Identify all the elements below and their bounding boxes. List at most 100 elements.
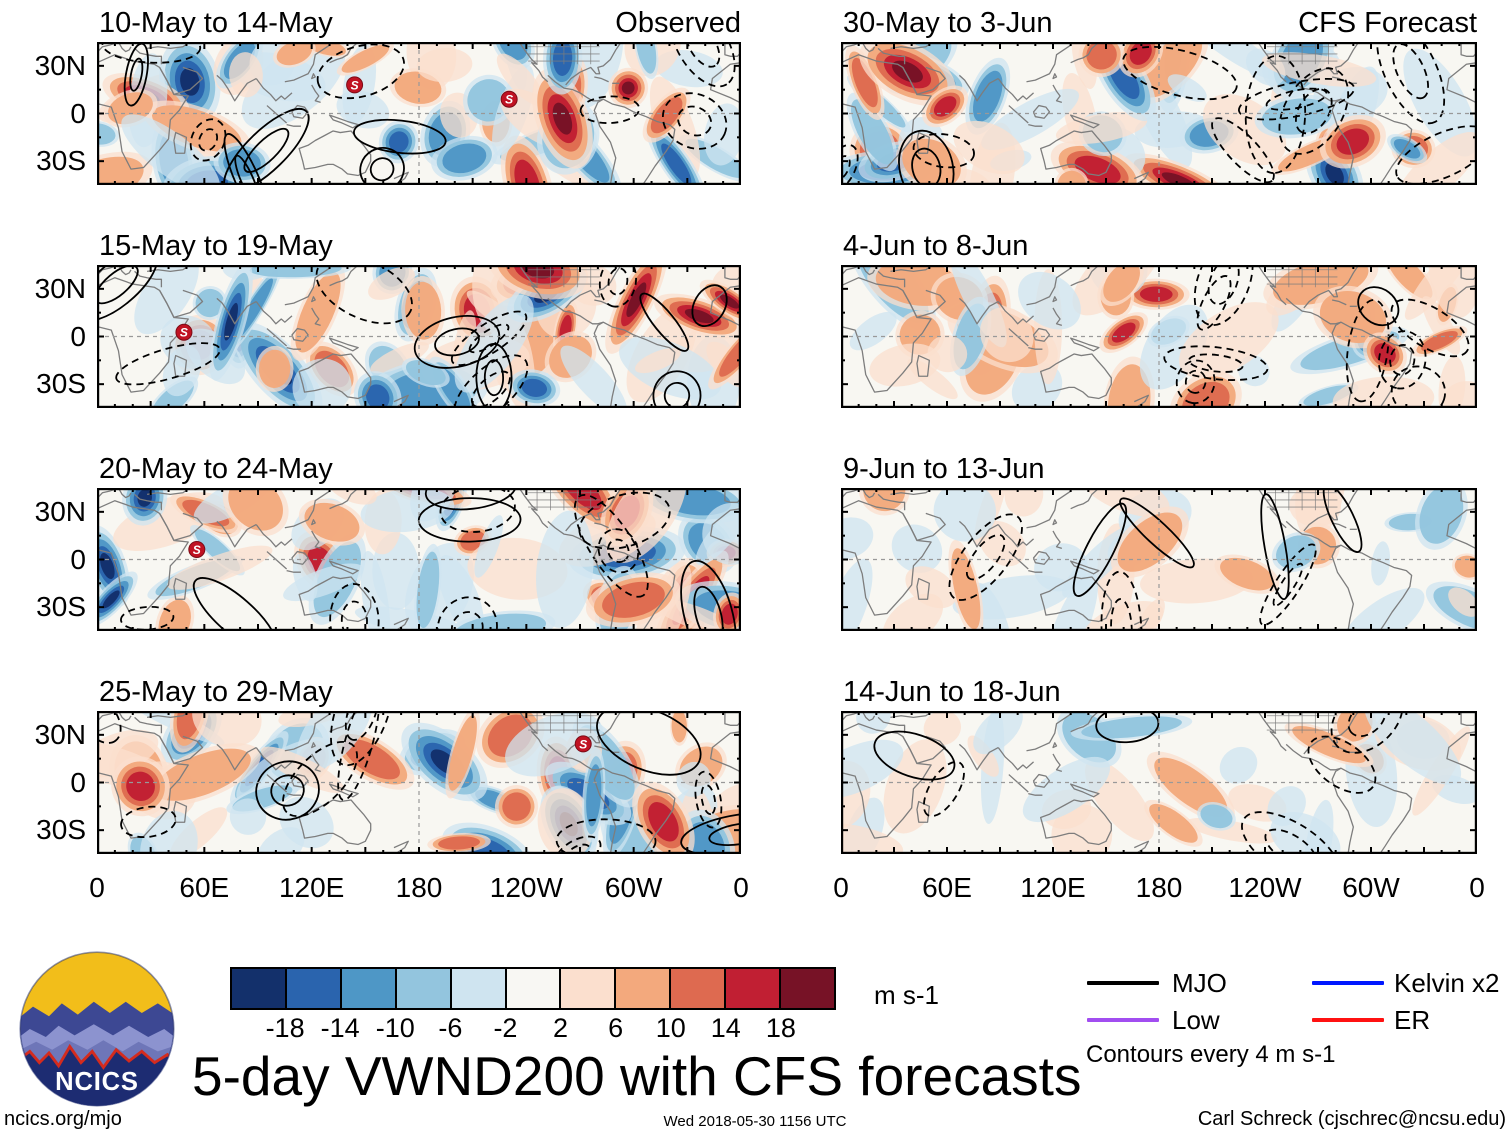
- colorbar-tick-label: 2: [553, 1013, 569, 1043]
- colorbar-tick-label: 6: [608, 1013, 624, 1043]
- colorbar-cell: [781, 969, 834, 1008]
- map-panel-p6: [841, 265, 1477, 408]
- cyclone-marker: S: [188, 540, 206, 558]
- panel-title: 25-May to 29-May: [99, 676, 333, 708]
- cyclone-marker: S: [500, 90, 518, 108]
- panel-title: 15-May to 19-May: [99, 230, 333, 262]
- y-tick-label: 30S: [36, 368, 86, 400]
- legend-label: Kelvin x2: [1394, 968, 1500, 998]
- reference-gridlines: [841, 488, 1477, 631]
- panel-title: 9-Jun to 13-Jun: [843, 453, 1045, 485]
- colorbar-cell: [726, 969, 782, 1008]
- logo-rim: [19, 951, 175, 1107]
- map-panel-p2: S: [97, 265, 741, 408]
- y-tick-label: 30S: [36, 145, 86, 177]
- x-tick-label: 120E: [278, 872, 345, 903]
- x-tick-label: 0: [733, 872, 749, 903]
- wave-contours: [120, 488, 737, 631]
- y-tick-label: 30N: [34, 49, 86, 81]
- legend-label: MJO: [1172, 968, 1227, 998]
- colorbar-tick-label: -2: [493, 1013, 518, 1043]
- contour-interval-note: Contours every 4 m s-1: [1086, 1041, 1336, 1068]
- y-tick-label: 30S: [36, 814, 86, 846]
- map-panel-p4: S: [97, 711, 741, 854]
- y-tick-label: 0: [70, 97, 86, 129]
- logo-foreground: [20, 1046, 174, 1106]
- column-label-observed: Observed: [615, 7, 741, 39]
- ncics-logo: NCICS: [17, 949, 177, 1109]
- map-frame: [841, 488, 1477, 631]
- ncics-logo-graphic: NCICS: [19, 951, 175, 1107]
- reference-gridlines: [841, 265, 1477, 408]
- reference-gridlines: [97, 42, 741, 185]
- legend-line-er: [1312, 1018, 1384, 1022]
- cyclone-marker: S: [574, 735, 592, 753]
- colorbar-cell: [616, 969, 672, 1008]
- coastlines: [97, 42, 741, 185]
- x-tick-label: 0: [833, 872, 849, 903]
- x-tick-label: 60W: [604, 872, 663, 903]
- x-tick-label: 0: [89, 872, 105, 903]
- legend-label: ER: [1394, 1005, 1431, 1035]
- x-tick-label: 120E: [1020, 872, 1086, 903]
- anomaly-shading: [841, 42, 1477, 185]
- logo-text: NCICS: [55, 1068, 139, 1096]
- panel-title: 4-Jun to 8-Jun: [843, 230, 1029, 262]
- x-tick-label: 120W: [1228, 872, 1302, 903]
- footer-author: Carl Schreck (cjschrec@ncsu.edu): [1197, 1108, 1506, 1130]
- colorbar-cell: [451, 969, 507, 1008]
- colorbar-cell: [506, 969, 562, 1008]
- map-frame: [841, 711, 1477, 854]
- colorbar-tick-label: 14: [710, 1013, 741, 1043]
- colorbar: [230, 967, 836, 1010]
- colorbar-tick-label: 10: [655, 1013, 686, 1043]
- map-panel-p5: [841, 42, 1477, 185]
- anomaly-shading: [841, 711, 1477, 854]
- colorbar-units-label: m s-1: [874, 980, 939, 1010]
- x-tick-label: 60W: [1342, 872, 1400, 903]
- y-tick-label: 30N: [34, 718, 86, 750]
- figure-title: 5-day VWND200 with CFS forecasts: [192, 1045, 1082, 1107]
- y-tick-label: 0: [70, 320, 86, 352]
- map-frame: [97, 42, 741, 185]
- svg-text:S: S: [579, 737, 587, 751]
- reference-gridlines: [841, 711, 1477, 854]
- map-frame: [97, 265, 741, 408]
- y-tick-label: 0: [70, 766, 86, 798]
- cyclone-marker: S: [175, 323, 193, 341]
- coastlines: [841, 265, 1477, 408]
- footer-timestamp: Wed 2018-05-30 1156 UTC: [663, 1113, 847, 1130]
- x-tick-label: 60E: [179, 872, 230, 903]
- colorbar-tick-label: -14: [320, 1013, 360, 1043]
- y-tick-label: 30N: [34, 495, 86, 527]
- colorbar-cell: [396, 969, 452, 1008]
- reference-gridlines: [841, 42, 1477, 185]
- colorbar-cell: [671, 969, 727, 1008]
- map-panel-p7: [841, 488, 1477, 631]
- colorbar-tick-label: 18: [765, 1013, 796, 1043]
- x-tick-label: 0: [1469, 872, 1485, 903]
- coastlines: [841, 488, 1477, 631]
- legend-line-low: [1087, 1018, 1159, 1022]
- reference-gridlines: [97, 265, 741, 408]
- wave-contours: [873, 711, 1404, 854]
- legend-line-kelvin-x2: [1312, 981, 1384, 985]
- panel-title: 20-May to 24-May: [99, 453, 333, 485]
- colorbar-tick-label: -18: [265, 1013, 305, 1043]
- colorbar-cell: [341, 969, 397, 1008]
- map-frame: [97, 488, 741, 631]
- svg-text:S: S: [180, 326, 188, 340]
- coastlines: [97, 488, 741, 631]
- colorbar-cell: [232, 969, 287, 1008]
- x-tick-label: 180: [395, 872, 443, 903]
- map-panel-p3: S: [97, 488, 741, 631]
- coastlines: [841, 42, 1477, 185]
- legend-line-mjo: [1087, 981, 1159, 985]
- x-tick-label: 180: [1135, 872, 1183, 903]
- panel-title: 14-Jun to 18-Jun: [843, 676, 1061, 708]
- wave-contours: [97, 265, 728, 408]
- svg-text:S: S: [505, 93, 513, 107]
- panel-title: 10-May to 14-May: [99, 7, 333, 39]
- map-frame: [841, 42, 1477, 185]
